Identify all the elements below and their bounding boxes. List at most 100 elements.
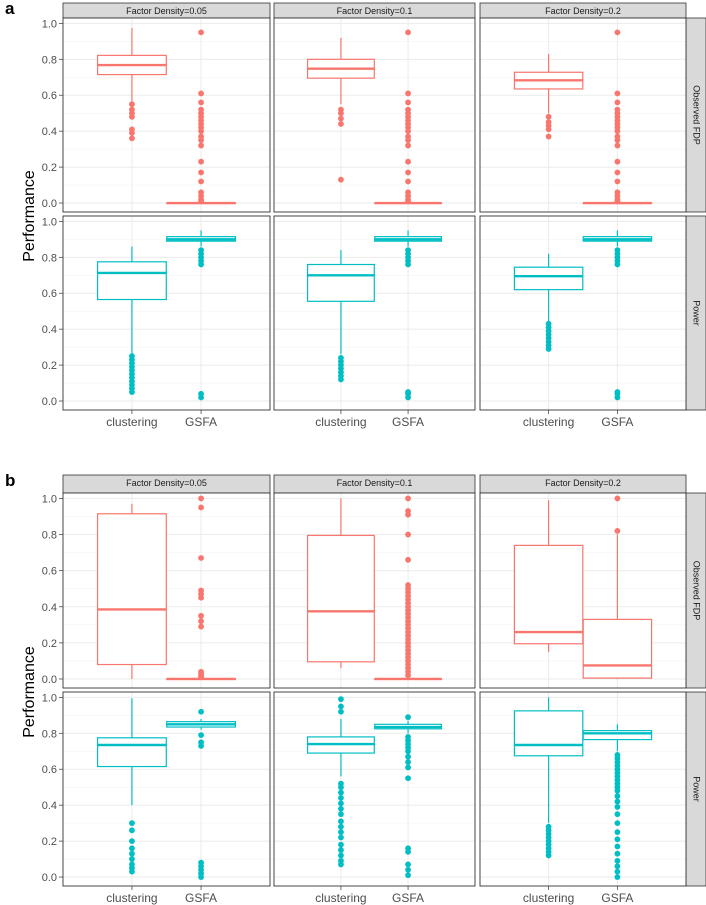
y-tick-label: 0.8 xyxy=(42,54,57,66)
outlier-point xyxy=(198,739,204,746)
facet-panel xyxy=(479,17,687,213)
panel-border xyxy=(273,17,476,213)
box-clustering xyxy=(513,697,584,859)
facet-panel xyxy=(479,492,687,689)
outlier-point xyxy=(338,805,344,812)
box-GSFA xyxy=(582,495,653,679)
x-tick-label: GSFA xyxy=(601,891,633,905)
outlier-point xyxy=(198,504,204,511)
outlier-point xyxy=(405,734,411,740)
box-clustering xyxy=(306,37,375,183)
outlier-point xyxy=(198,732,204,739)
outlier-point xyxy=(614,829,621,836)
outlier-point xyxy=(198,106,204,113)
box xyxy=(306,263,375,302)
panel-background xyxy=(480,18,686,212)
outlier-point xyxy=(198,99,204,106)
outlier-point xyxy=(338,818,344,825)
outlier-point xyxy=(338,789,344,796)
outlier-point xyxy=(338,857,344,864)
outlier-point xyxy=(405,845,411,852)
box xyxy=(96,737,167,768)
outlier-point xyxy=(405,861,411,868)
panel-background xyxy=(274,692,475,886)
panel-border xyxy=(62,691,271,887)
box-GSFA xyxy=(166,495,237,681)
outlier-point xyxy=(405,508,411,514)
box-GSFA xyxy=(374,495,443,681)
box-clustering xyxy=(96,246,167,395)
outlier-point xyxy=(198,247,204,254)
y-tick-label: 0.6 xyxy=(42,90,57,102)
outlier-point xyxy=(614,158,621,165)
panel-label: b xyxy=(5,471,15,490)
outlier-point xyxy=(614,863,621,870)
outlier-point xyxy=(129,827,135,834)
outlier-point xyxy=(405,29,411,36)
panel-border xyxy=(479,215,687,411)
outlier-point xyxy=(338,847,344,853)
outlier-point xyxy=(545,113,552,120)
y-tick-label: 0.2 xyxy=(42,360,57,372)
outlier-point xyxy=(614,804,621,810)
y-axis-title: Performance xyxy=(21,646,38,738)
outlier-point xyxy=(545,320,552,327)
y-tick-label: 0.6 xyxy=(42,764,57,776)
panel-border xyxy=(62,215,271,411)
box-GSFA xyxy=(374,29,443,205)
chart-a: a Performance Factor Density=0.05 Factor De… xyxy=(5,0,706,429)
box-GSFA xyxy=(374,714,443,879)
facet-col-label: Factor Density=0.2 xyxy=(545,478,621,488)
facet-col-label: Factor Density=0.05 xyxy=(126,6,207,16)
outlier-point xyxy=(198,495,204,502)
facet-col-label: Factor Density=0.1 xyxy=(337,6,413,16)
outlier-point xyxy=(614,793,621,800)
box-clustering xyxy=(306,696,375,868)
x-tick-label: GSFA xyxy=(392,891,424,905)
facet-panel xyxy=(62,215,271,411)
outlier-point xyxy=(338,121,344,127)
outlier-point xyxy=(405,556,411,563)
facet-panel xyxy=(273,492,476,689)
outlier-point xyxy=(198,142,204,149)
outlier-point xyxy=(405,389,411,395)
outlier-point xyxy=(405,189,411,196)
box-clustering xyxy=(96,698,167,875)
outlier-point xyxy=(198,587,204,594)
x-tick-label: clustering xyxy=(523,415,574,429)
box-clustering xyxy=(96,27,167,142)
outlier-point xyxy=(338,176,344,183)
outlier-point xyxy=(405,169,411,176)
facet-panel xyxy=(273,215,476,411)
outlier-point xyxy=(198,623,204,630)
outlier-point xyxy=(405,158,411,165)
outlier-point xyxy=(614,389,621,395)
box xyxy=(96,513,167,666)
facet-panel xyxy=(479,215,687,411)
outlier-point xyxy=(198,133,204,140)
box-clustering xyxy=(513,53,584,140)
y-tick-label: 0.0 xyxy=(42,674,57,686)
y-tick-label: 0.2 xyxy=(42,162,57,174)
outlier-point xyxy=(338,852,344,859)
panel-border xyxy=(273,215,476,411)
outlier-point xyxy=(405,582,411,588)
outlier-point xyxy=(129,126,135,133)
y-tick-label: 0.6 xyxy=(42,288,57,300)
panel-border xyxy=(62,17,271,213)
y-tick-label: 1.0 xyxy=(42,216,57,228)
outlier-point xyxy=(405,759,411,765)
box xyxy=(513,266,584,291)
y-tick-label: 0.8 xyxy=(42,728,57,740)
outlier-point xyxy=(405,764,411,771)
outlier-point xyxy=(405,142,411,149)
outlier-point xyxy=(338,115,344,122)
panel-border xyxy=(273,691,476,887)
outlier-point xyxy=(405,99,411,106)
box xyxy=(513,544,584,645)
outlier-point xyxy=(405,247,411,254)
outlier-point xyxy=(614,29,621,36)
outlier-point xyxy=(405,872,411,879)
outlier-point xyxy=(129,106,135,113)
outlier-point xyxy=(129,101,135,108)
